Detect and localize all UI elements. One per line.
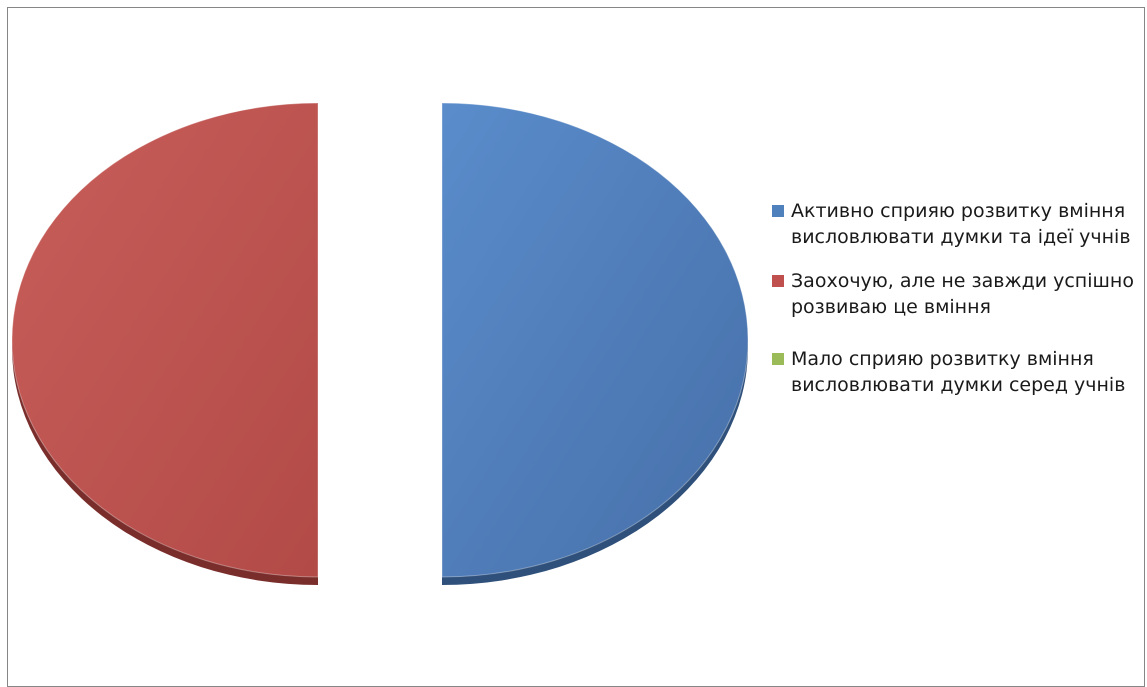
pie-slice-0 xyxy=(441,102,748,578)
pie-slice-1 xyxy=(11,102,319,578)
legend-item-active: Активно сприяю розвитку вміння висловлюв… xyxy=(771,198,1147,250)
legend-swatch-green xyxy=(772,353,784,365)
legend-swatch-blue xyxy=(772,205,784,217)
legend-label: Активно сприяю розвитку вміння висловлюв… xyxy=(791,200,1131,248)
legend-item-little: Мало сприяю розвитку вміння висловлювати… xyxy=(771,346,1147,398)
pie-chart xyxy=(11,102,748,585)
chart-area: Активно сприяю розвитку вміння висловлюв… xyxy=(7,7,1145,687)
legend-item-encourage: Заохочую, але не завжди успішно розвиваю… xyxy=(771,268,1147,320)
legend-label: Мало сприяю розвитку вміння висловлювати… xyxy=(791,348,1126,396)
legend-label: Заохочую, але не завжди успішно розвиваю… xyxy=(791,270,1134,318)
legend-swatch-red xyxy=(772,275,784,287)
legend: Активно сприяю розвитку вміння висловлюв… xyxy=(771,198,1147,416)
